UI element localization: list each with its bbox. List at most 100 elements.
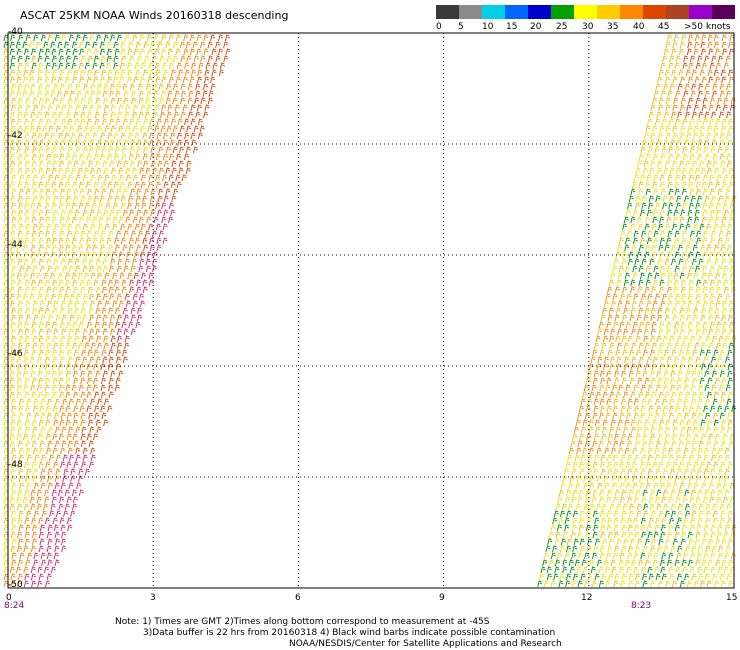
wind-barb: [174, 111, 180, 119]
wind-barb: [130, 265, 136, 273]
wind-barb: [646, 475, 652, 483]
wind-barb: [24, 335, 30, 343]
wind-barb: [72, 321, 78, 329]
wind-barb: [128, 153, 134, 161]
wind-barb: [36, 489, 42, 497]
wind-barb: [75, 83, 81, 91]
wind-barb: [183, 48, 189, 56]
wind-barb: [54, 412, 60, 420]
wind-barb: [672, 41, 678, 49]
wind-barb: [52, 146, 58, 154]
wind-barb: [204, 76, 210, 84]
wind-barb: [647, 230, 653, 238]
wind-barb: [639, 461, 646, 469]
wind-barb: [59, 496, 65, 504]
wind-barb: [66, 230, 72, 238]
wind-barb: [37, 55, 43, 63]
wind-barb: [17, 503, 23, 511]
wind-barb: [131, 97, 137, 105]
wind-barb: [612, 384, 618, 392]
wind-barb: [692, 426, 699, 434]
wind-barb: [30, 118, 36, 126]
wind-barb: [39, 195, 45, 203]
wind-barb: [116, 83, 122, 91]
wind-barb: [633, 293, 639, 301]
wind-barb: [35, 41, 41, 49]
wind-barb: [82, 454, 88, 462]
wind-barb: [586, 398, 593, 406]
wind-barb: [630, 216, 636, 224]
wind-barb: [666, 237, 672, 245]
wind-barb: [721, 181, 727, 189]
wind-barb: [17, 384, 23, 392]
wind-barb: [87, 188, 93, 196]
wind-barb: [79, 405, 85, 413]
wind-barb: [687, 482, 693, 490]
wind-barb: [572, 461, 579, 469]
wind-barb: [728, 328, 734, 336]
wind-barb: [638, 559, 644, 567]
wind-barb: [82, 174, 88, 182]
wind-barb: [726, 426, 732, 434]
wind-barb: [619, 552, 625, 560]
wind-barb: [593, 545, 599, 553]
wind-barb: [607, 314, 613, 322]
wind-barb: [108, 321, 114, 329]
wind-barb: [195, 83, 201, 91]
wind-barb: [45, 188, 51, 196]
wind-barb: [668, 496, 674, 504]
wind-barb: [31, 279, 37, 287]
wind-barb: [47, 468, 53, 476]
wind-barb: [23, 272, 29, 280]
wind-barb: [10, 475, 16, 483]
wind-barb: [728, 125, 734, 133]
wind-barb: [565, 496, 571, 504]
wind-barb: [645, 188, 651, 196]
wind-barb: [700, 167, 706, 175]
wind-barb: [635, 489, 641, 497]
wind-barb: [623, 538, 629, 546]
wind-barb: [90, 125, 96, 133]
wind-barb: [629, 349, 635, 357]
wind-barb: [158, 167, 164, 175]
wind-barb: [663, 377, 670, 385]
wind-barb: [23, 258, 29, 266]
wind-barb: [637, 328, 643, 336]
wind-barb: [10, 125, 16, 133]
wind-barb: [96, 293, 102, 301]
wind-barb: [676, 335, 682, 343]
wind-barb: [668, 118, 674, 126]
wind-barb: [90, 167, 96, 175]
wind-barb: [695, 300, 701, 308]
wind-barb: [692, 349, 698, 357]
wind-barb: [29, 356, 35, 364]
wind-barb: [25, 55, 31, 63]
wind-barb: [648, 111, 654, 119]
wind-barb: [145, 97, 151, 105]
wind-barb: [648, 195, 654, 203]
wind-barb: [74, 440, 80, 448]
wind-barb: [662, 335, 668, 343]
wind-barb: [93, 433, 99, 441]
wind-barb: [61, 314, 67, 322]
wind-barb: [10, 118, 16, 126]
wind-barb: [620, 293, 626, 301]
wind-barb: [657, 349, 663, 357]
wind-barb: [706, 440, 712, 448]
wind-barb: [100, 363, 106, 371]
wind-barb: [653, 174, 659, 182]
wind-barb: [180, 111, 186, 119]
wind-barb: [31, 153, 37, 161]
wind-barb: [594, 517, 600, 525]
wind-barb: [644, 419, 650, 427]
wind-barb: [696, 454, 702, 462]
wind-barb: [728, 48, 734, 56]
wind-barb: [162, 132, 169, 140]
wind-barb: [627, 202, 633, 210]
wind-barb: [25, 307, 31, 315]
wind-barb: [666, 321, 672, 329]
wind-barb: [122, 209, 129, 217]
wind-barb: [711, 454, 717, 462]
wind-barb: [649, 167, 655, 175]
wind-barb: [65, 279, 71, 287]
